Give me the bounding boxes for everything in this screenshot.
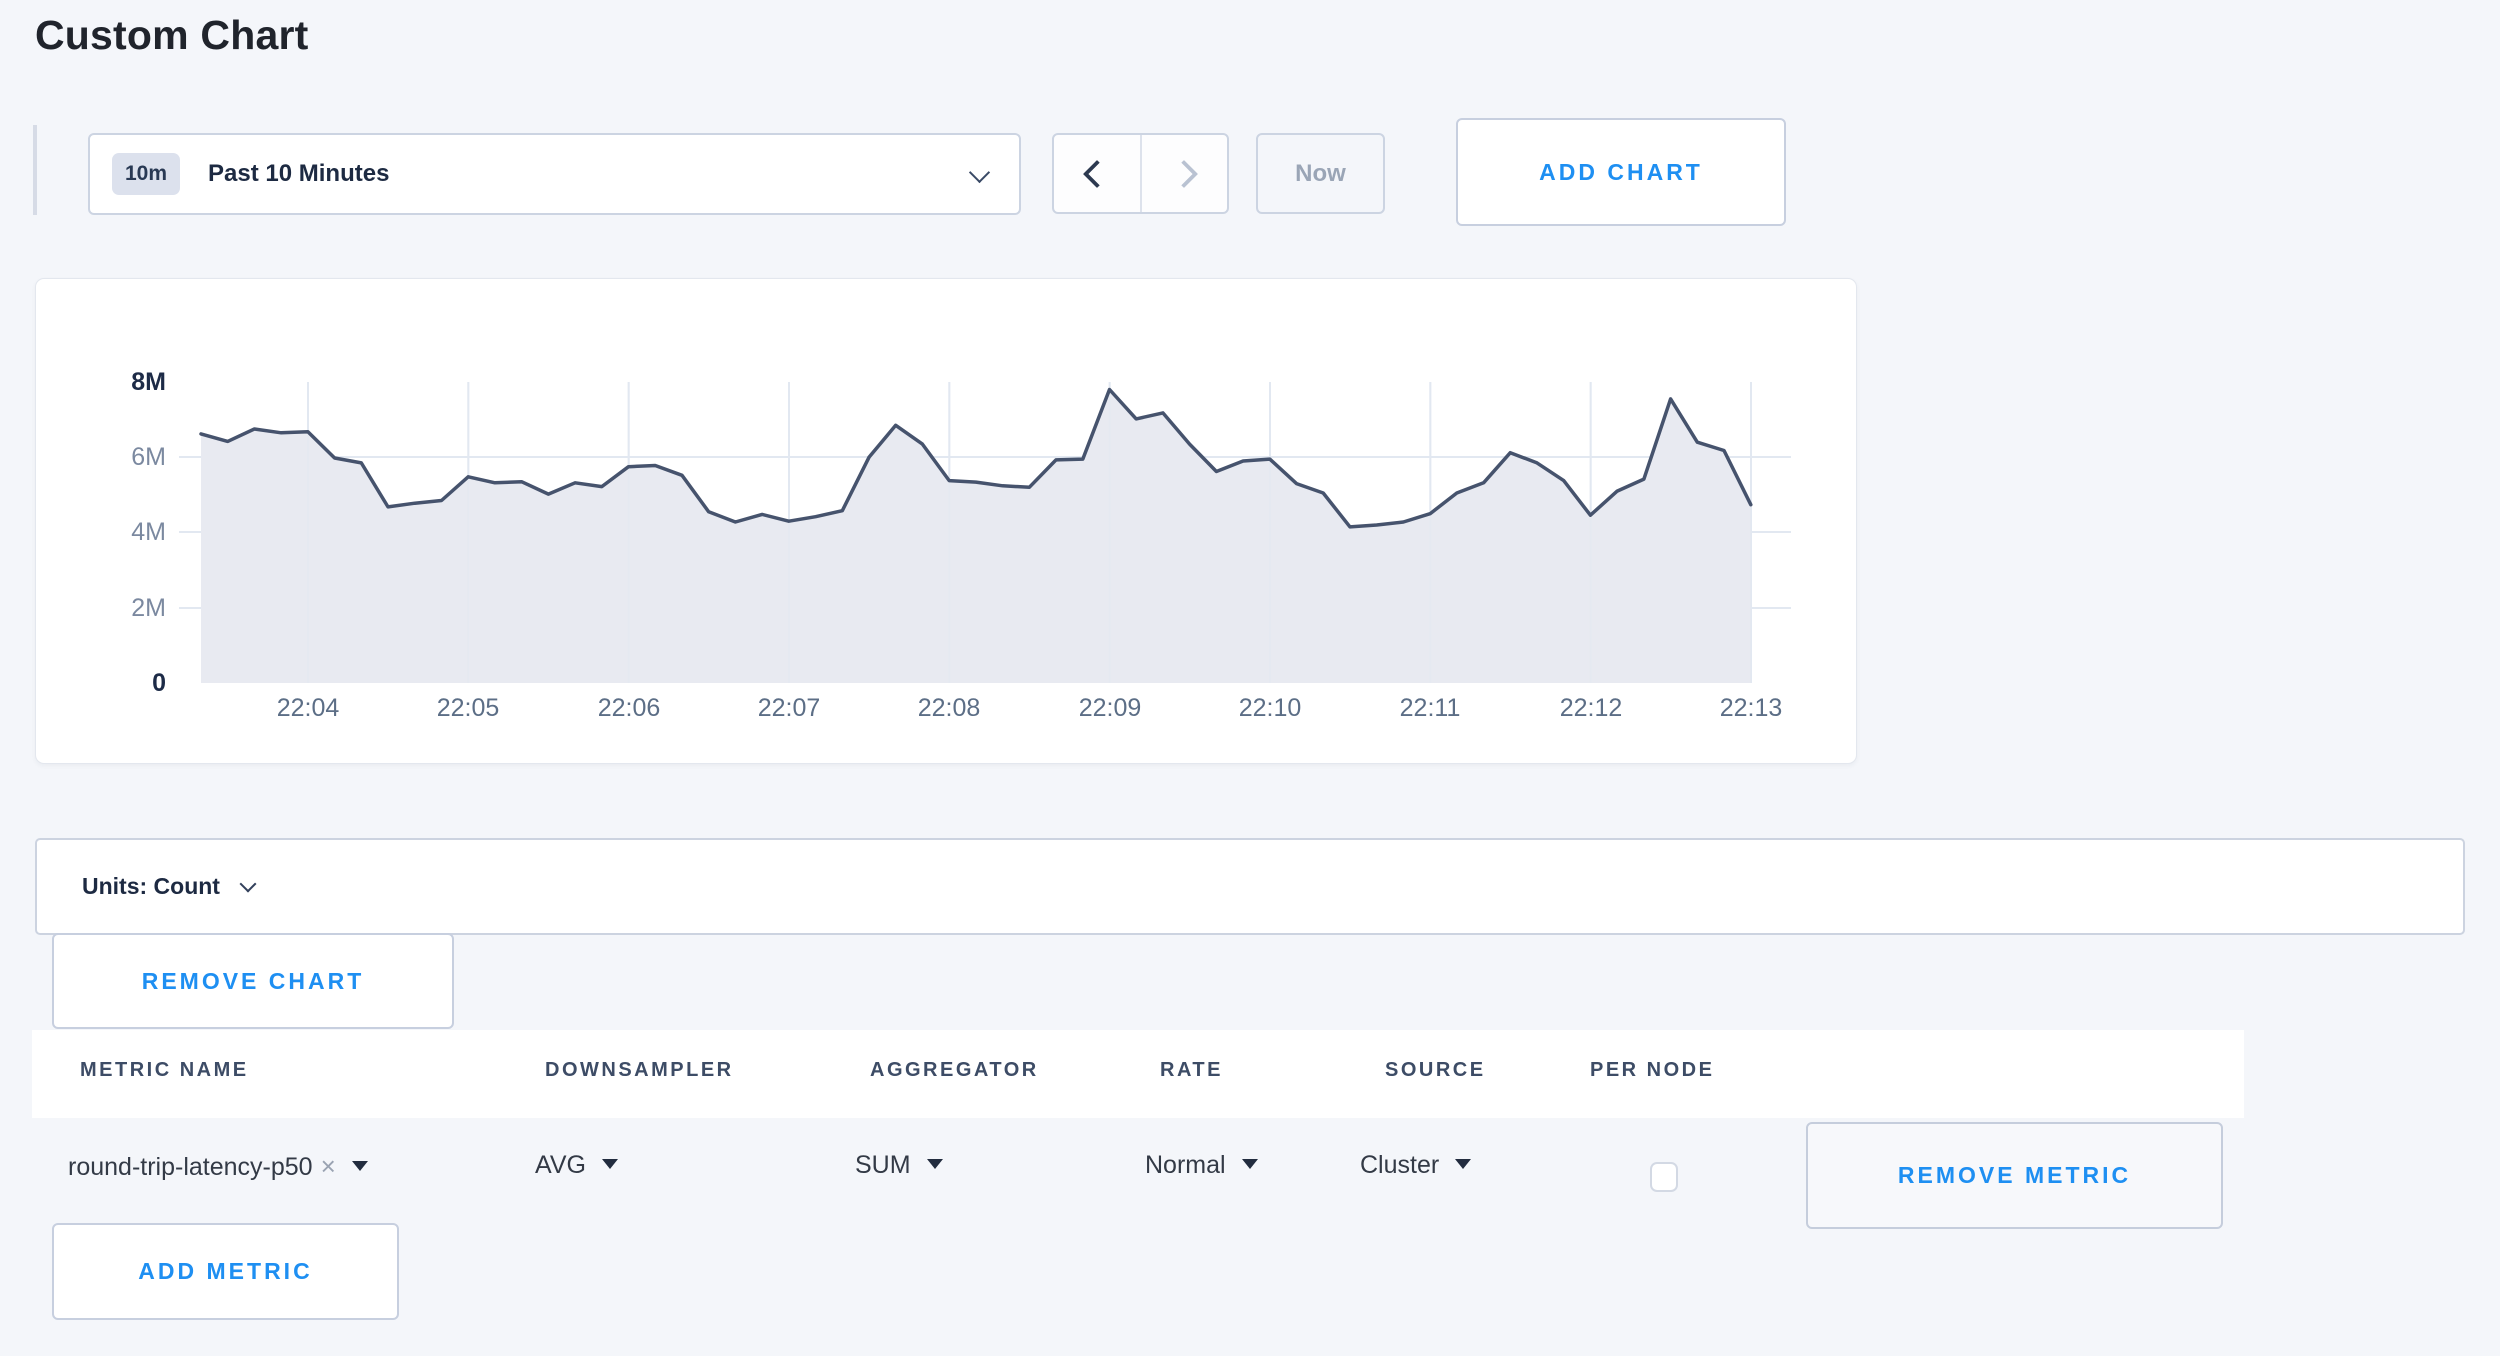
prev-range-button[interactable]	[1054, 135, 1140, 212]
rate-value: Normal	[1145, 1151, 1226, 1179]
col-header-rate: RATE	[1160, 1059, 1223, 1081]
remove-chart-button[interactable]: REMOVE CHART	[52, 933, 454, 1029]
time-range-badge: 10m	[112, 153, 181, 195]
add-metric-button[interactable]: ADD METRIC	[52, 1223, 399, 1320]
chevron-down-icon	[968, 161, 991, 184]
col-header-downsampler: DOWNSAMPLER	[545, 1059, 734, 1081]
y-tick-2m: 2M	[131, 594, 166, 622]
next-range-button[interactable]	[1142, 135, 1228, 212]
metric-name-select[interactable]: round-trip-latency-p50 ×	[68, 1151, 368, 1182]
col-header-source: SOURCE	[1385, 1059, 1486, 1081]
time-range-label: Past 10 Minutes	[208, 160, 390, 187]
rate-select[interactable]: Normal	[1145, 1151, 1258, 1180]
x-tick: 22:09	[1078, 694, 1142, 722]
source-select[interactable]: Cluster	[1360, 1151, 1472, 1180]
x-tick: 22:04	[276, 694, 340, 722]
downsampler-select[interactable]: AVG	[535, 1151, 618, 1180]
metric-row: round-trip-latency-p50 × AVG SUM Normal C…	[0, 1118, 2500, 1229]
y-tick-4m: 4M	[131, 518, 166, 546]
time-nav-group	[1052, 133, 1229, 214]
metrics-table-header: METRIC NAME DOWNSAMPLER AGGREGATOR RATE …	[32, 1030, 2244, 1118]
chevron-left-icon	[1082, 159, 1111, 188]
y-tick-0: 0	[152, 669, 166, 697]
x-tick: 22:08	[917, 694, 981, 722]
time-range-select[interactable]: 10m Past 10 Minutes	[88, 133, 1021, 215]
page-title: Custom Chart	[35, 12, 309, 58]
units-dropdown[interactable]: Units: Count	[35, 838, 2465, 935]
x-tick: 22:07	[757, 694, 821, 722]
caret-down-icon	[926, 1159, 943, 1170]
y-tick-8m: 8M	[131, 368, 166, 396]
chevron-down-icon	[239, 875, 257, 892]
x-tick: 22:10	[1238, 694, 1302, 722]
caret-down-icon	[351, 1161, 368, 1172]
remove-metric-button[interactable]: REMOVE METRIC	[1806, 1122, 2223, 1229]
metric-area-chart	[179, 382, 1791, 683]
add-chart-button[interactable]: ADD CHART	[1456, 118, 1786, 226]
per-node-checkbox[interactable]	[1650, 1162, 1678, 1192]
aggregator-value: SUM	[855, 1151, 911, 1179]
chart-card: 8M 6M 4M 2M 0 22:04 22:05 22:06 22:07 22…	[35, 278, 1857, 764]
nav-divider	[1139, 135, 1142, 212]
now-button[interactable]: Now	[1256, 133, 1385, 214]
section-accent-bar	[33, 125, 37, 215]
clear-metric-icon[interactable]: ×	[320, 1151, 336, 1181]
metric-name-value: round-trip-latency-p50	[68, 1153, 313, 1181]
y-tick-6m: 6M	[131, 443, 166, 471]
col-header-aggregator: AGGREGATOR	[870, 1059, 1039, 1081]
x-tick: 22:05	[436, 694, 500, 722]
x-tick: 22:06	[597, 694, 661, 722]
x-tick: 22:13	[1719, 694, 1783, 722]
caret-down-icon	[601, 1159, 618, 1170]
x-tick: 22:12	[1559, 694, 1623, 722]
source-value: Cluster	[1360, 1151, 1440, 1179]
chevron-right-icon	[1170, 159, 1199, 188]
units-dropdown-label: Units: Count	[82, 873, 220, 899]
aggregator-select[interactable]: SUM	[855, 1151, 943, 1180]
col-header-metric-name: METRIC NAME	[80, 1059, 249, 1081]
x-tick: 22:11	[1399, 694, 1461, 722]
caret-down-icon	[1455, 1159, 1472, 1170]
caret-down-icon	[1241, 1159, 1258, 1170]
col-header-per-node: PER NODE	[1590, 1059, 1715, 1081]
downsampler-value: AVG	[535, 1151, 586, 1179]
